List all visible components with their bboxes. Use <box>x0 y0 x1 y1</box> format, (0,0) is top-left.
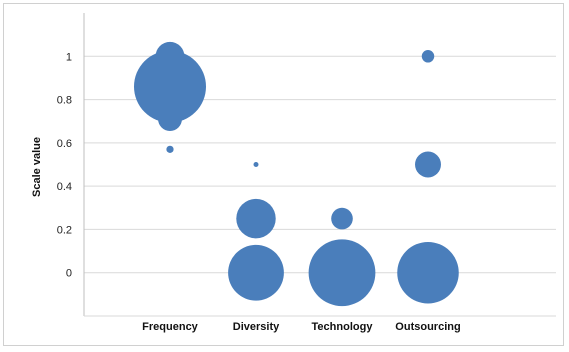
y-tick-label: 0.6 <box>57 138 72 150</box>
bubble-point <box>253 162 259 167</box>
y-tick-label: 0.8 <box>57 95 72 107</box>
x-category-label: Diversity <box>233 321 280 333</box>
bubble-point <box>308 239 376 307</box>
bubble-point <box>228 244 284 301</box>
x-category-label: Outsourcing <box>395 321 460 333</box>
bubble-layer <box>134 41 459 307</box>
bubble-point <box>166 145 174 153</box>
bubble-point <box>158 107 182 131</box>
y-tick-label: 0.4 <box>57 181 72 193</box>
bubble-point <box>397 241 459 304</box>
bubble-point <box>236 198 276 239</box>
y-tick-label: 0.2 <box>57 224 72 236</box>
bubble-point <box>134 50 206 123</box>
label-layer: 0 0.2 0.4 0.6 0.8 1 Frequency Diversity Technolo… <box>57 51 461 333</box>
bubble-point <box>331 207 353 230</box>
y-tick-label: 1 <box>66 51 72 63</box>
x-category-label: Frequency <box>142 321 199 333</box>
axis-layer <box>83 13 556 317</box>
bubble-point <box>421 50 435 63</box>
y-axis-label: Scale value <box>31 137 43 197</box>
x-category-label: Technology <box>312 321 374 333</box>
chart-frame <box>3 3 564 346</box>
bubble-point <box>415 151 441 178</box>
y-tick-label: 0 <box>66 268 72 280</box>
